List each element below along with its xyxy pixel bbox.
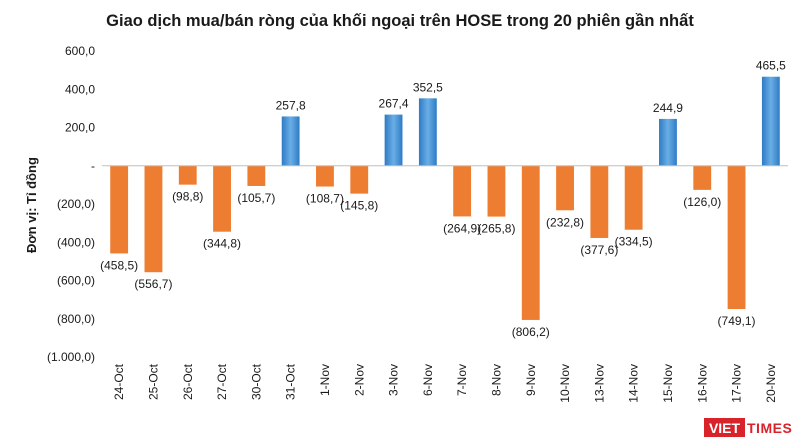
bar bbox=[281, 116, 300, 166]
bars bbox=[110, 76, 780, 320]
y-axis-title: Đơn vị: Tỉ đồng bbox=[24, 157, 39, 253]
data-labels: (458,5) (556,7) (98,8) (344,8) (105,7) 257,8 (… bbox=[100, 59, 786, 339]
bar bbox=[418, 98, 437, 166]
bar bbox=[144, 165, 163, 273]
data-label: (344,8) bbox=[203, 237, 241, 251]
y-tick-label: 400,0 bbox=[65, 82, 95, 96]
bar bbox=[453, 165, 472, 217]
bar bbox=[384, 114, 403, 166]
x-tick-label: 6-Nov bbox=[421, 364, 435, 396]
bar bbox=[727, 165, 746, 310]
bar bbox=[316, 165, 334, 187]
data-label: 465,5 bbox=[756, 59, 786, 73]
data-label: (458,5) bbox=[100, 258, 138, 272]
bar bbox=[487, 165, 506, 217]
x-tick-label: 30-Oct bbox=[249, 363, 263, 400]
data-label: (334,5) bbox=[615, 235, 653, 249]
y-tick-label: (600,0) bbox=[57, 274, 95, 288]
x-tick-label: 8-Nov bbox=[489, 364, 503, 396]
bar bbox=[521, 165, 540, 320]
bar bbox=[213, 165, 231, 232]
y-tick-label: (1.000,0) bbox=[47, 350, 95, 364]
x-tick-label: 3-Nov bbox=[387, 364, 401, 396]
x-tick-label: 7-Nov bbox=[455, 364, 469, 396]
logo-badge bbox=[704, 418, 745, 437]
data-label: (145,8) bbox=[340, 199, 378, 213]
y-tick-label: (200,0) bbox=[57, 197, 95, 211]
x-tick-label: 13-Nov bbox=[592, 364, 606, 403]
bar bbox=[247, 165, 266, 186]
data-label: (556,7) bbox=[134, 277, 172, 291]
y-tick-label: (800,0) bbox=[57, 312, 95, 326]
x-tick-label: 20-Nov bbox=[764, 364, 778, 403]
bar bbox=[761, 76, 780, 166]
x-tick-label: 24-Oct bbox=[112, 363, 126, 400]
data-label: (232,8) bbox=[546, 215, 584, 229]
data-label: (98,8) bbox=[172, 190, 203, 204]
bar bbox=[178, 165, 197, 185]
viettimes-logo: VIET TIMES bbox=[704, 418, 792, 437]
y-tick-label: (400,0) bbox=[57, 235, 95, 249]
data-label: (264,9) bbox=[443, 221, 481, 235]
y-axis-ticks: 600,0 400,0 200,0 - (200,0) (400,0) (600,0) (80… bbox=[47, 44, 95, 364]
x-tick-label: 27-Oct bbox=[215, 363, 229, 400]
data-label: 352,5 bbox=[413, 80, 443, 94]
x-tick-label: 2-Nov bbox=[352, 364, 366, 396]
x-tick-label: 17-Nov bbox=[730, 364, 744, 403]
logo-viet-text: VIET bbox=[709, 420, 741, 436]
data-label: (806,2) bbox=[512, 325, 550, 339]
x-tick-label: 26-Oct bbox=[181, 363, 195, 400]
y-tick-label: 200,0 bbox=[65, 121, 95, 135]
data-label: (105,7) bbox=[237, 191, 275, 205]
data-label: 257,8 bbox=[276, 98, 306, 112]
x-axis-labels: 24-Oct 25-Oct 26-Oct 27-Oct 30-Oct 31-Oct 1-No… bbox=[112, 363, 778, 402]
data-label: (377,6) bbox=[580, 243, 618, 257]
y-tick-label: - bbox=[91, 159, 95, 173]
bar bbox=[624, 165, 643, 230]
data-label: 267,4 bbox=[379, 97, 409, 111]
data-label: (749,1) bbox=[718, 314, 756, 328]
x-tick-label: 10-Nov bbox=[558, 364, 572, 403]
x-tick-label: 14-Nov bbox=[627, 364, 641, 403]
x-tick-label: 25-Oct bbox=[146, 363, 160, 400]
bar bbox=[556, 165, 574, 211]
data-label: 244,9 bbox=[653, 101, 683, 115]
bar bbox=[110, 165, 129, 254]
bar bbox=[693, 165, 712, 190]
y-tick-label: 600,0 bbox=[65, 44, 95, 58]
logo-times-text: TIMES bbox=[747, 420, 792, 436]
data-label: (265,8) bbox=[477, 222, 515, 236]
bar bbox=[590, 165, 609, 238]
bar bbox=[659, 118, 677, 166]
chart-title: Giao dịch mua/bán ròng của khối ngoại tr… bbox=[106, 12, 694, 30]
x-tick-label: 16-Nov bbox=[695, 364, 709, 403]
x-tick-label: 9-Nov bbox=[524, 364, 538, 396]
data-label: (108,7) bbox=[306, 192, 344, 206]
x-tick-label: 1-Nov bbox=[318, 364, 332, 396]
bar bbox=[350, 165, 369, 194]
x-tick-label: 31-Oct bbox=[284, 363, 298, 400]
x-tick-label: 15-Nov bbox=[661, 364, 675, 403]
data-label: (126,0) bbox=[683, 195, 721, 209]
